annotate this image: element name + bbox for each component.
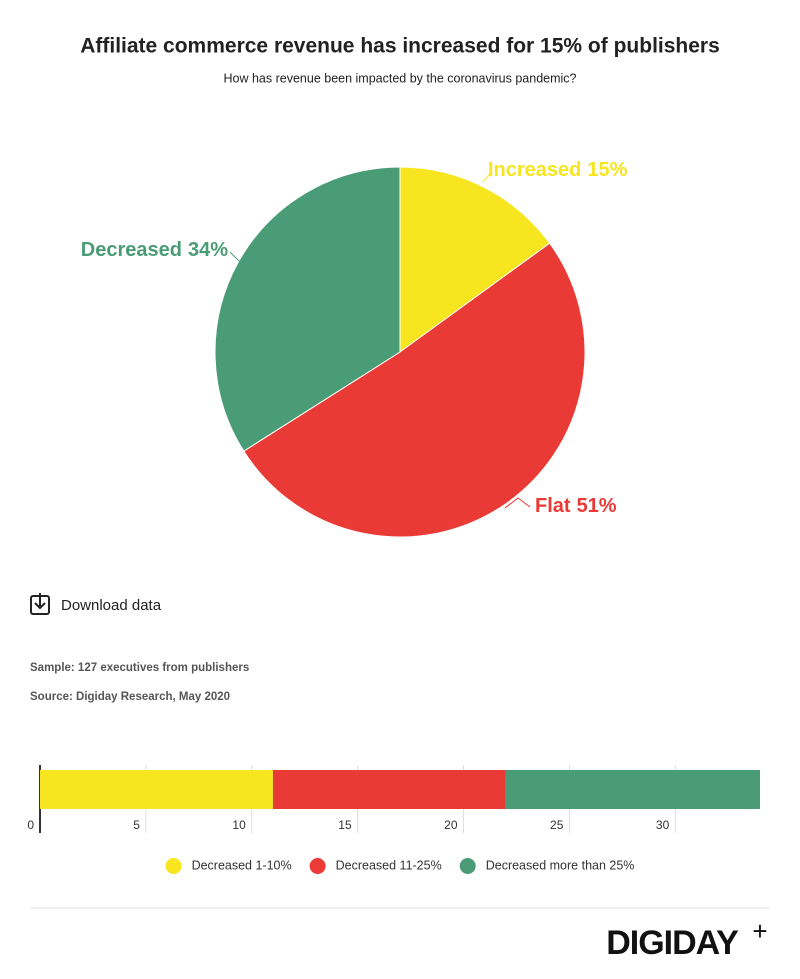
pie-slice: [399, 166, 551, 353]
slice-label: Decreased 34%: [81, 239, 228, 261]
bar-segment: [505, 770, 760, 809]
slice-category: Increased: [488, 159, 581, 181]
chart-title: Affiliate commerce revenue has increased…: [80, 35, 720, 58]
pie-slice: [214, 166, 401, 452]
slice-value: 15%: [587, 159, 627, 181]
slice-category: Decreased: [81, 239, 182, 261]
leader-line: [504, 497, 531, 509]
x-tick-label: 10: [232, 818, 246, 832]
x-tick-label: 0: [27, 818, 34, 832]
x-tick-label: 5: [133, 818, 140, 832]
leader-line: [482, 173, 491, 183]
slice-value: 51%: [577, 495, 617, 517]
legend-marker: [309, 858, 326, 874]
bar-segment: [272, 770, 506, 809]
legend-label: Decreased more than 25%: [486, 858, 635, 872]
download-arrow: [34, 593, 46, 610]
download-label[interactable]: Download data: [61, 597, 162, 614]
slice-value: 34%: [188, 239, 228, 261]
x-tick-label: 15: [338, 818, 352, 832]
legend-marker: [165, 858, 182, 874]
x-tick-label: 25: [550, 818, 564, 832]
slice-label: Flat 51%: [535, 495, 617, 517]
pie-slice: [243, 242, 586, 538]
legend-label: Decreased 11-25%: [336, 858, 442, 872]
x-tick-label: 20: [444, 818, 458, 832]
x-tick-label: 30: [656, 818, 670, 832]
logo-mark: +: [752, 916, 767, 946]
bar-segment: [40, 770, 273, 809]
legend-marker: [459, 858, 476, 874]
slice-category: Flat: [535, 495, 571, 517]
slice-label: Increased 15%: [488, 159, 628, 181]
logo: DIGIDAY: [606, 924, 739, 962]
download-button[interactable]: Download data: [30, 593, 162, 615]
note: Sample: 127 executives from publishers: [30, 662, 249, 674]
chart-subtitle: How has revenue been impacted by the cor…: [224, 71, 577, 85]
legend-label: Decreased 1-10%: [192, 858, 292, 872]
leader-line: [229, 251, 241, 263]
note: Source: Digiday Research, May 2020: [30, 691, 230, 703]
